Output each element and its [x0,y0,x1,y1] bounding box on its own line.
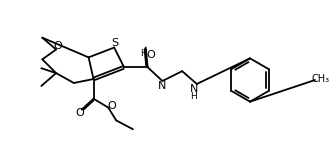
Text: N: N [158,81,167,91]
Text: CH₃: CH₃ [312,74,330,84]
Text: S: S [112,38,119,48]
Text: N: N [190,84,198,94]
Text: O: O [146,50,155,60]
Text: H: H [140,49,147,58]
Text: O: O [54,40,62,51]
Text: O: O [108,101,116,111]
Text: O: O [75,109,84,118]
Text: H: H [190,92,197,101]
